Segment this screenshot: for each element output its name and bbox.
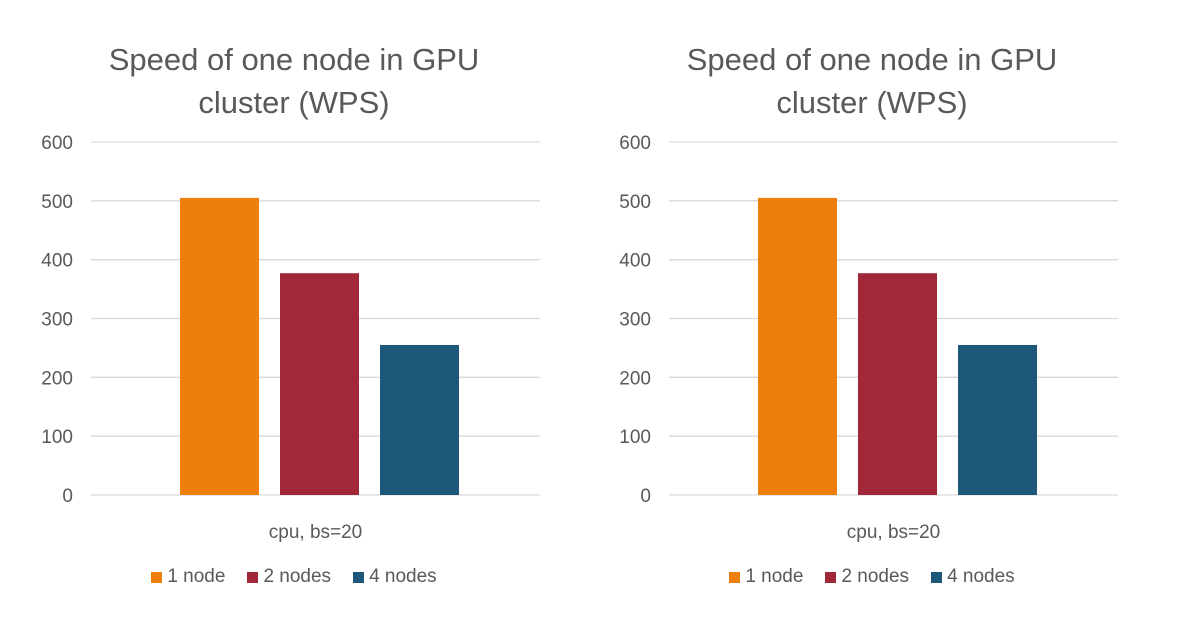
y-tick-label-500: 500 (619, 192, 651, 213)
y-tick-label-0: 0 (62, 486, 73, 507)
legend-item-1-node: 1 node (729, 566, 803, 588)
legend-item-1-node: 1 node (151, 566, 225, 588)
y-tick-label-0: 0 (640, 486, 651, 507)
chart-title-line-1: Speed of one node in GPU (108, 42, 480, 77)
y-tick-label-600: 600 (41, 133, 73, 154)
y-tick-label-200: 200 (41, 368, 73, 389)
y-tick-label-300: 300 (619, 310, 651, 331)
chart-title: Speed of one node in GPU cluster (WPS) (14, 38, 574, 124)
bar-2-nodes (858, 273, 937, 495)
x-category-label: cpu, bs=20 (847, 522, 941, 543)
bar-1-node (180, 197, 259, 495)
bar-4-nodes (380, 344, 459, 495)
bar-1-node (758, 197, 837, 495)
chart-title-line-2: cluster (WPS) (776, 85, 968, 120)
chart-legend: 1 node 2 nodes 4 nodes (592, 566, 1152, 588)
legend-label-2-nodes: 2 nodes (841, 566, 910, 587)
chart-left: Speed of one node in GPU cluster (WPS) 0… (14, 0, 574, 638)
y-tick-label-500: 500 (41, 192, 73, 213)
x-category-label: cpu, bs=20 (269, 522, 363, 543)
chart-title-line-2: cluster (WPS) (198, 85, 390, 120)
chart-plot-area: 0 100 200 300 400 500 600 cpu, bs=20 (41, 133, 540, 543)
legend-label-4-nodes: 4 nodes (947, 566, 1015, 587)
legend-item-2-nodes: 2 nodes (247, 566, 331, 588)
legend-label-2-nodes: 2 nodes (263, 566, 332, 587)
legend-swatch-1-node (151, 571, 163, 583)
legend-label-1-node: 1 node (167, 566, 226, 587)
y-tick-label-300: 300 (41, 310, 73, 331)
legend-label-1-node: 1 node (745, 566, 804, 587)
chart-right: Speed of one node in GPU cluster (WPS) 0… (592, 0, 1152, 638)
legend-label-4-nodes: 4 nodes (369, 566, 437, 587)
chart-title-line-1: Speed of one node in GPU (686, 42, 1058, 77)
y-tick-label-600: 600 (619, 133, 651, 154)
legend-item-4-nodes: 4 nodes (931, 566, 1015, 588)
legend-swatch-1-node (729, 571, 741, 583)
bar-2-nodes (280, 273, 359, 495)
chart-title: Speed of one node in GPU cluster (WPS) (592, 38, 1152, 124)
y-tick-label-400: 400 (619, 251, 651, 272)
legend-swatch-4-nodes (931, 571, 943, 583)
legend-item-4-nodes: 4 nodes (353, 566, 437, 588)
legend-swatch-2-nodes (247, 571, 259, 583)
y-tick-label-400: 400 (41, 251, 73, 272)
y-tick-label-100: 100 (41, 427, 73, 448)
legend-swatch-2-nodes (825, 571, 837, 583)
chart-plot-area: 0 100 200 300 400 500 600 cpu, bs=20 (619, 133, 1118, 543)
legend-item-2-nodes: 2 nodes (825, 566, 909, 588)
bar-4-nodes (958, 344, 1037, 495)
y-tick-label-200: 200 (619, 368, 651, 389)
legend-swatch-4-nodes (353, 571, 365, 583)
y-tick-label-100: 100 (619, 427, 651, 448)
chart-legend: 1 node 2 nodes 4 nodes (14, 566, 574, 588)
